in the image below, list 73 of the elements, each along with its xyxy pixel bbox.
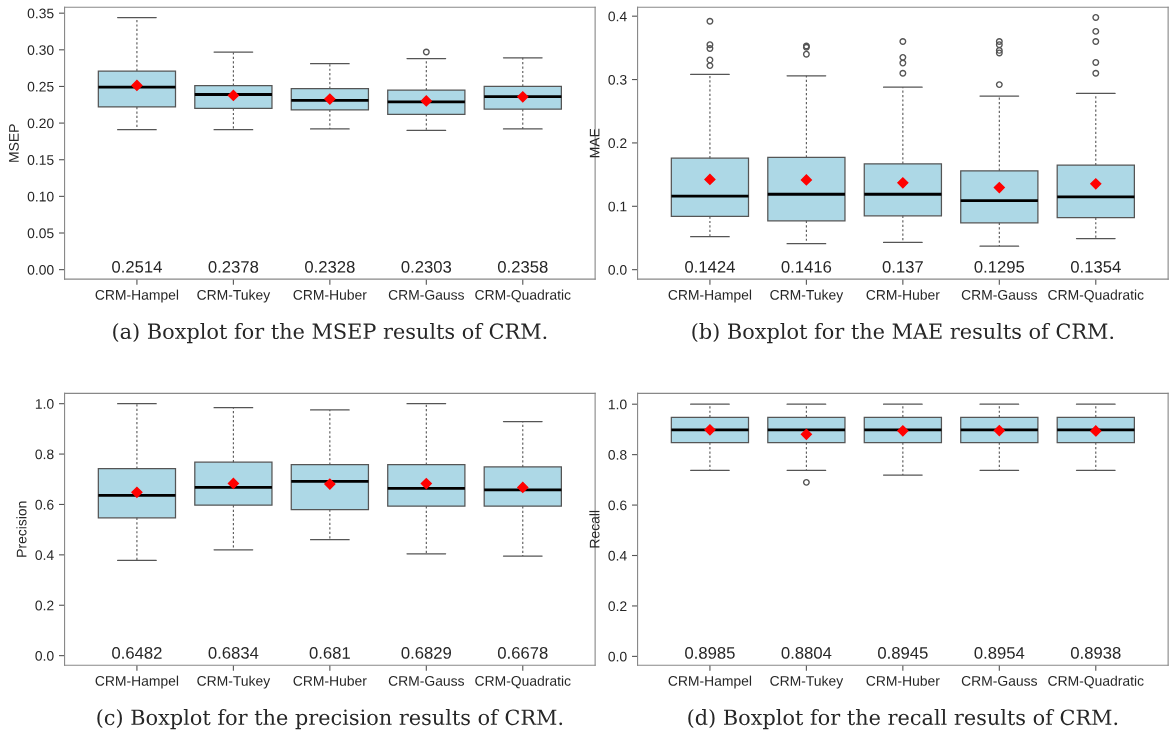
y-tick-label: 0.0: [35, 650, 54, 661]
y-tick-label: 0.1: [608, 201, 627, 212]
text: (a) Boxplot for the MSEP results of CRM.: [113, 322, 547, 344]
x-tick-label: CRM-Hampel: [95, 289, 179, 303]
x-tick-label: CRM-Tukey: [770, 675, 844, 689]
y-tick-label: 0.20: [27, 118, 54, 129]
y-tick-label: 0.10: [27, 191, 54, 202]
y-tick-label: 0.0: [608, 265, 627, 275]
y-tick-label: 0.15: [27, 155, 54, 165]
y-axis-title: Recall: [589, 510, 600, 548]
y-tick-label: 1.0: [608, 399, 627, 410]
y-tick-label: 0.8: [35, 449, 54, 460]
y-tick-label: 0.6: [608, 500, 627, 511]
x-tick-label: CRM-Hampel: [668, 675, 752, 689]
x-tick-label: CRM-Huber: [293, 675, 367, 686]
y-axis-title: MSEP: [8, 124, 19, 162]
x-tick-label: CRM-Gauss: [388, 675, 465, 686]
y-tick-label: 0.4: [608, 11, 627, 22]
x-tick-label: CRM-Quadratic: [475, 289, 571, 303]
y-tick-label: 0.3: [608, 74, 627, 85]
x-tick-label: CRM-Quadratic: [1048, 289, 1144, 303]
annotation: 0.1295: [974, 260, 1025, 273]
annotation: 0.6834: [208, 647, 259, 659]
y-tick-label: 0.25: [27, 81, 54, 92]
x-tick-label: CRM-Tukey: [770, 289, 844, 303]
x-tick-label: CRM-Huber: [293, 289, 367, 300]
annotation: 0.1354: [1070, 260, 1121, 273]
x-tick-label: CRM-Gauss: [961, 675, 1038, 686]
annotation: 0.8804: [781, 647, 832, 659]
y-tick-label: 1.0: [35, 399, 54, 409]
annotation: 0.8954: [974, 647, 1025, 659]
annotation: 0.1416: [781, 260, 832, 273]
text: (b) Boxplot for the MAE results of CRM.: [692, 322, 1114, 344]
y-tick-label: 0.4: [608, 550, 627, 561]
x-tick-label: CRM-Hampel: [95, 675, 179, 689]
y-tick-label: 0.35: [27, 8, 54, 19]
y-tick-label: 0.6: [35, 499, 54, 510]
annotation: 0.2378: [208, 260, 259, 273]
y-tick-label: 0.2: [608, 138, 627, 149]
x-tick-label: CRM-Gauss: [961, 289, 1038, 300]
y-tick-label: 0.05: [27, 228, 54, 239]
text: (d) Boxplot for the recall results of CRM.: [688, 709, 1118, 730]
y-tick-label: 0.00: [27, 264, 54, 275]
text: (c) Boxplot for the precision results of CRM.: [97, 709, 563, 730]
y-axis-title: MAE: [589, 128, 600, 158]
y-tick-label: 0.0: [608, 651, 627, 662]
y-tick-label: 0.8: [608, 449, 627, 460]
annotation: 0.2303: [401, 260, 452, 273]
annotation: 0.8985: [685, 647, 735, 659]
y-axis-title: Precision: [16, 501, 27, 557]
annotation: 0.2328: [305, 260, 355, 273]
y-tick-label: 0.2: [608, 601, 627, 612]
annotation: 0.6829: [401, 647, 452, 659]
x-tick-label: CRM-Tukey: [197, 289, 271, 303]
x-tick-label: CRM-Quadratic: [1048, 675, 1144, 689]
x-tick-label: CRM-Huber: [866, 675, 940, 686]
y-tick-label: 0.30: [27, 45, 54, 55]
annotation: 0.8938: [1070, 647, 1121, 659]
y-tick-label: 0.4: [35, 550, 54, 561]
x-tick-label: CRM-Huber: [866, 289, 940, 300]
x-tick-label: CRM-Hampel: [668, 289, 752, 303]
annotation: 0.137: [882, 260, 923, 273]
y-tick-label: 0.2: [35, 600, 54, 611]
x-tick-label: CRM-Quadratic: [475, 675, 571, 689]
annotation: 0.681: [309, 647, 350, 659]
annotation: 0.2514: [112, 260, 162, 273]
annotation: 0.6678: [497, 647, 548, 659]
x-tick-label: CRM-Gauss: [388, 289, 465, 300]
annotation: 0.2358: [497, 260, 548, 273]
annotation: 0.8945: [878, 647, 928, 659]
annotation: 0.1424: [685, 260, 735, 273]
annotation: 0.6482: [112, 647, 162, 659]
x-tick-label: CRM-Tukey: [197, 675, 271, 689]
